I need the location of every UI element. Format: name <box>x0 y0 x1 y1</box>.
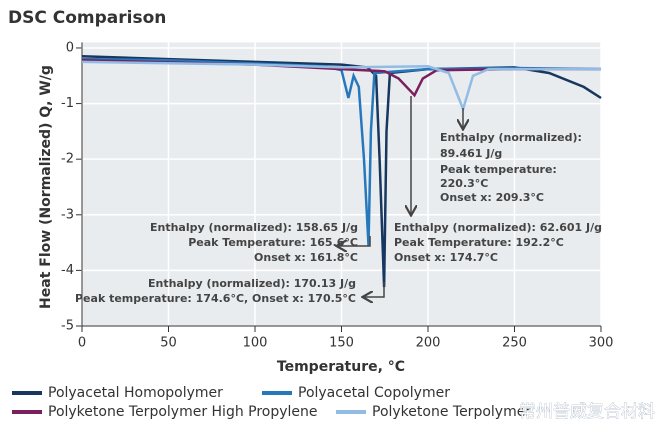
y-tick-label: -1 <box>61 96 74 111</box>
y-tick-label: 0 <box>66 40 74 55</box>
data-line <box>81 60 601 113</box>
annotation: Peak Temperature: 165.6°C <box>188 236 358 249</box>
y-axis-label: Heat Flow (Normalized) Q, W/g <box>38 65 54 309</box>
annotation: Enthalpy (normalized): 158.65 J/g <box>150 221 358 234</box>
legend-label: Polyketone Terpolymer <box>372 404 531 420</box>
x-tick-label: 250 <box>502 336 527 351</box>
legend-label: Polyketone Terpolymer High Propylene <box>48 404 318 420</box>
x-tick-label: 50 <box>160 336 177 351</box>
annotation-arrow <box>338 236 371 246</box>
annotation: Peak Temperature: 192.2°C <box>394 236 564 249</box>
legend-label: Polyacetal Homopolymer <box>48 385 223 401</box>
y-tick-label: -2 <box>61 152 74 167</box>
annotation: Peak temperature: 174.6°C, Onset x: 170.… <box>75 292 356 305</box>
y-tick-label: -5 <box>61 319 74 334</box>
x-tick-label: 0 <box>78 336 86 351</box>
y-tick-label: -4 <box>61 263 74 278</box>
x-tick-label: 300 <box>589 336 614 351</box>
x-tick-label: 150 <box>329 336 354 351</box>
annotation: Peak temperature: <box>440 163 557 176</box>
annotation-arrow <box>364 282 385 297</box>
x-tick-label: 100 <box>243 336 268 351</box>
annotation: 89.461 J/g <box>440 147 502 160</box>
legend-label: Polyacetal Copolymer <box>298 385 450 401</box>
annotation: Enthalpy (normalized): 170.13 J/g <box>148 277 356 290</box>
annotation: Enthalpy (normalized): 62.601 J/g <box>394 221 602 234</box>
chart-title: DSC Comparison <box>8 8 166 28</box>
watermark: 常州普威复合材料 <box>519 402 655 422</box>
annotation: 220.3°C <box>440 177 488 190</box>
annotation: Enthalpy (normalized): <box>440 131 582 144</box>
x-axis-label: Temperature, °C <box>277 359 405 375</box>
y-tick-label: -3 <box>61 207 74 222</box>
annotation: Onset x: 209.3°C <box>440 191 544 204</box>
annotation: Onset x: 161.8°C <box>254 251 358 264</box>
x-tick-label: 200 <box>416 336 441 351</box>
annotation: Onset x: 174.7°C <box>394 251 498 264</box>
